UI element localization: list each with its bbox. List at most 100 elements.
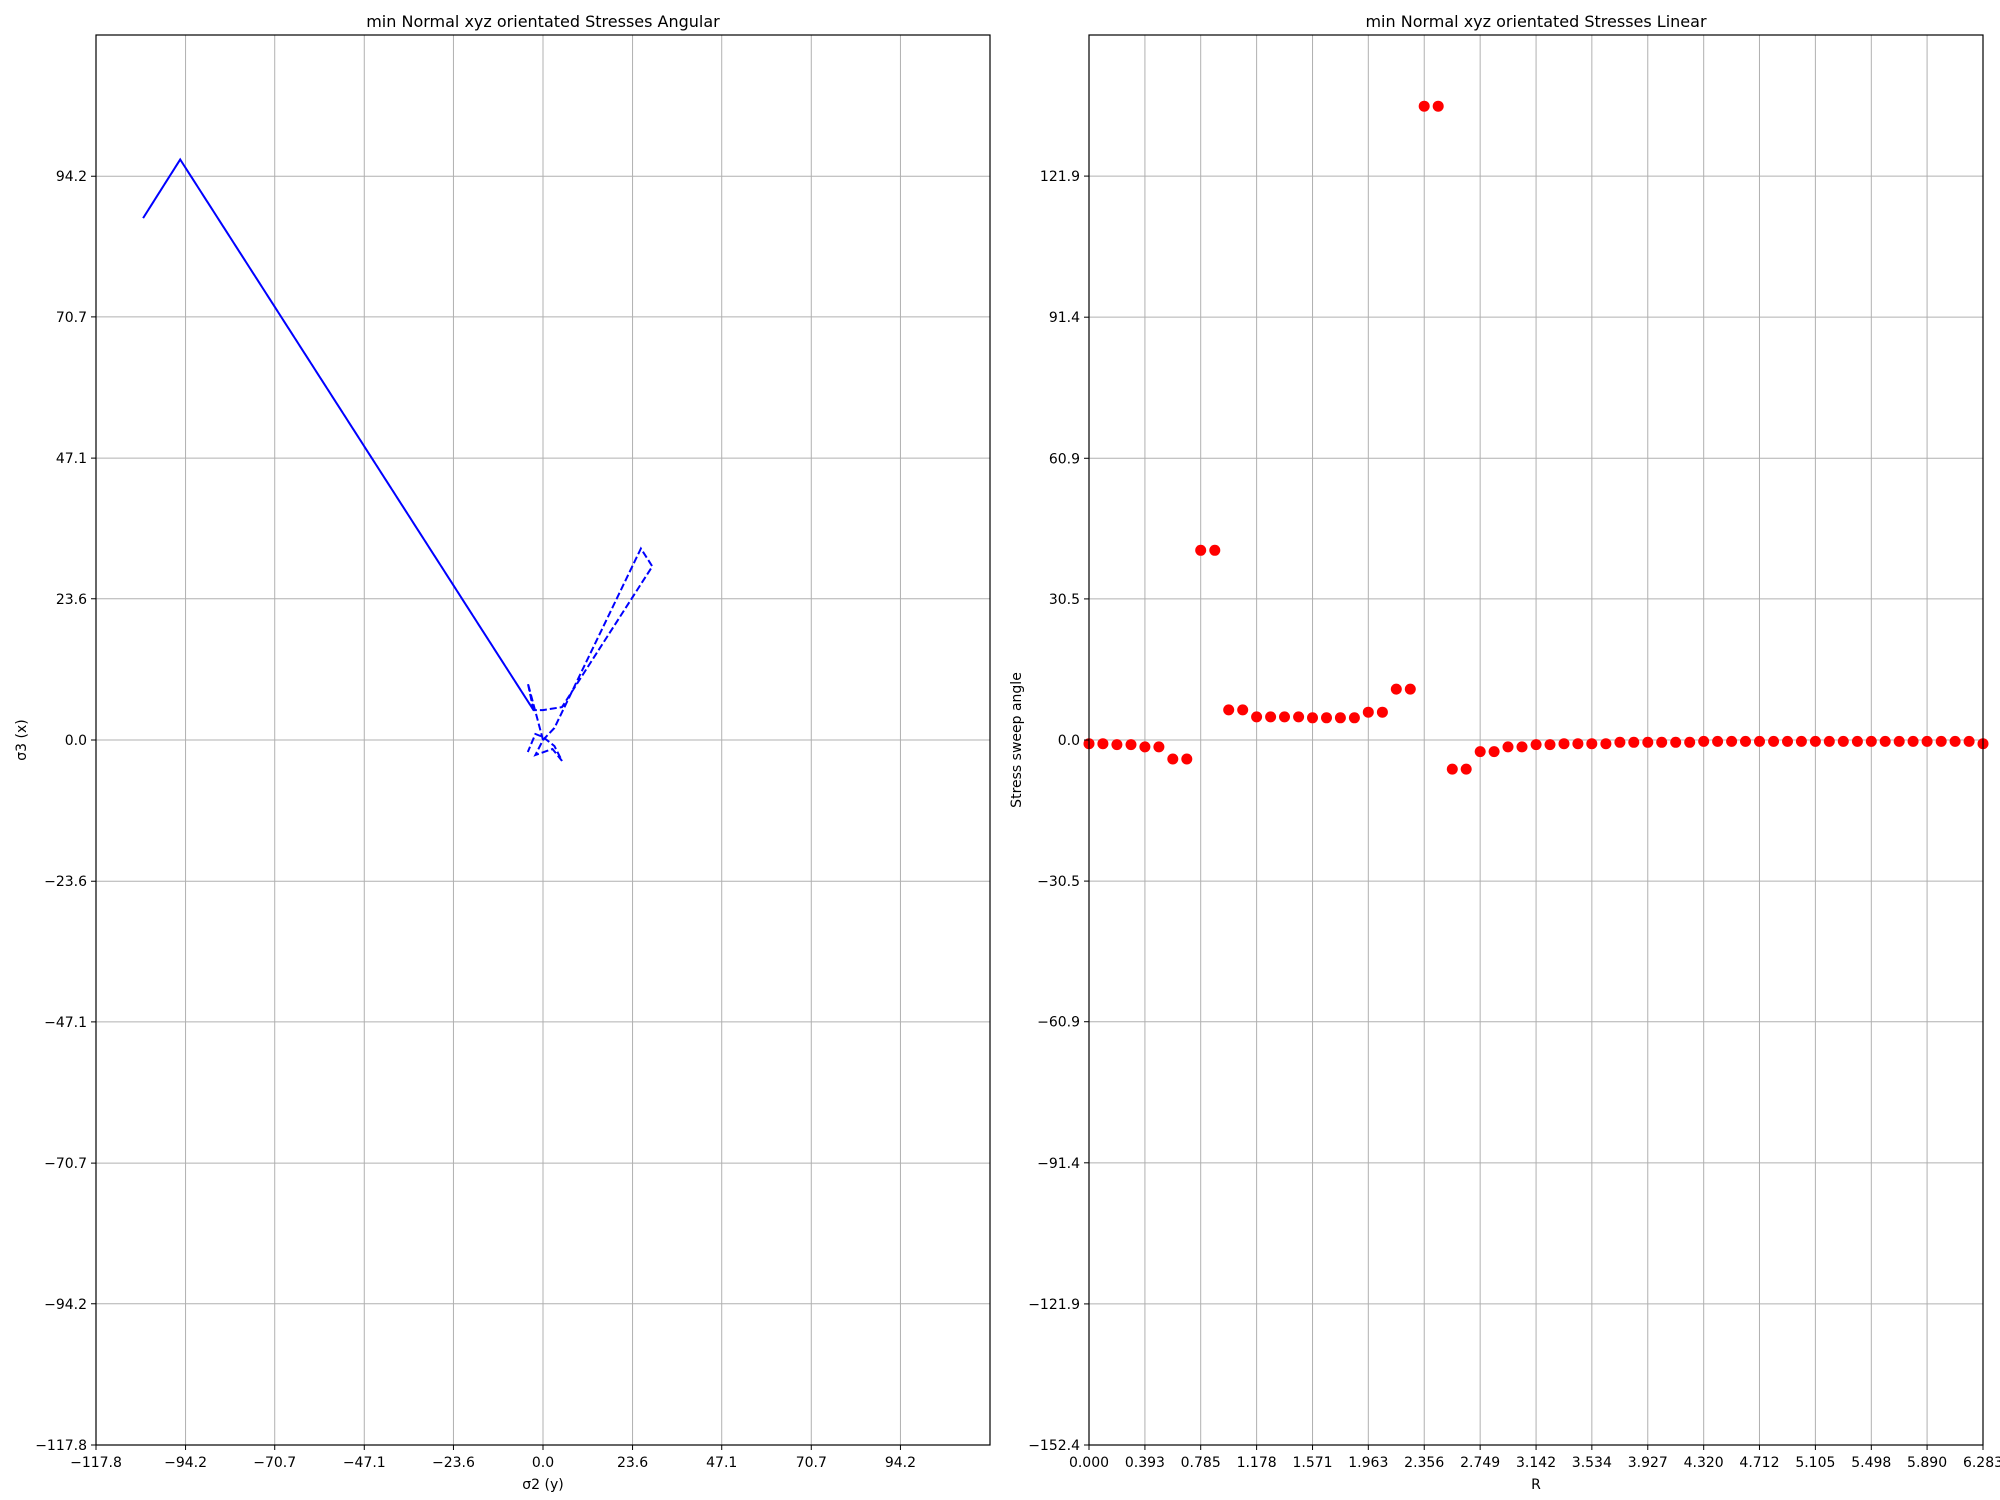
linear-x-tick-label: 3.534 — [1572, 1455, 1612, 1471]
linear-data-point — [1963, 735, 1975, 747]
linear-chart-y-ticks: −152.4 −121.9 −91.4 −60.9 −30.5 0.0 30.5 60.9 91… — [1028, 169, 1089, 1454]
linear-data-point — [1348, 712, 1360, 724]
angular-x-tick-label: 0.0 — [532, 1455, 554, 1471]
angular-chart-title: min Normal xyz orientated Stresses Angul… — [366, 12, 720, 31]
angular-y-tick-label: 94.2 — [56, 169, 87, 185]
linear-data-point — [1544, 739, 1556, 751]
linear-data-point — [1614, 736, 1626, 748]
linear-data-point — [1418, 100, 1430, 112]
linear-data-point — [1321, 712, 1332, 724]
angular-chart-y-label: σ3 (x) — [14, 719, 30, 760]
linear-chart: min Normal xyz orientated Stresses Linea… — [1009, 12, 2000, 1493]
linear-data-point — [1293, 711, 1305, 723]
linear-data-point — [1181, 753, 1193, 765]
linear-data-point — [1740, 735, 1751, 747]
linear-data-point — [1153, 741, 1165, 753]
angular-y-tick-label: −23.6 — [44, 874, 87, 890]
linear-data-point — [1628, 736, 1640, 748]
linear-data-point — [1921, 735, 1933, 747]
linear-data-point — [1125, 739, 1137, 751]
linear-data-point — [1209, 544, 1221, 556]
linear-y-tick-label: 121.9 — [1040, 169, 1080, 185]
linear-y-tick-label: −152.4 — [1028, 1438, 1080, 1454]
linear-data-point — [1907, 735, 1919, 747]
linear-x-tick-label: 5.890 — [1907, 1455, 1947, 1471]
linear-x-tick-label: 0.000 — [1069, 1455, 1109, 1471]
angular-y-tick-label: 23.6 — [56, 592, 87, 608]
linear-data-point — [1712, 735, 1724, 747]
linear-chart-plot-area — [1083, 100, 1989, 775]
angular-series-line — [142, 157, 654, 762]
linear-data-point — [1642, 736, 1654, 748]
linear-y-tick-label: −121.9 — [1028, 1297, 1080, 1313]
linear-data-point — [1684, 736, 1696, 748]
linear-chart-y-label: Stress sweep angle — [1009, 672, 1025, 808]
linear-data-point — [1111, 739, 1123, 751]
linear-x-tick-label: 1.963 — [1348, 1455, 1388, 1471]
linear-y-tick-label: −30.5 — [1037, 874, 1080, 890]
angular-y-tick-label: 0.0 — [65, 733, 87, 749]
linear-x-tick-label: 5.498 — [1851, 1455, 1891, 1471]
linear-data-point — [1698, 735, 1710, 747]
angular-x-tick-label: −23.6 — [432, 1455, 475, 1471]
linear-x-tick-label: 2.356 — [1404, 1455, 1444, 1471]
linear-data-point — [1516, 741, 1528, 753]
linear-data-point — [1782, 735, 1793, 747]
angular-y-tick-label: 70.7 — [56, 310, 87, 326]
linear-data-point — [1879, 735, 1891, 747]
linear-data-point — [1460, 763, 1472, 775]
linear-data-point — [1586, 738, 1598, 750]
angular-x-tick-label: −47.1 — [343, 1455, 386, 1471]
angular-x-tick-label: −117.8 — [70, 1455, 122, 1471]
linear-data-point — [1251, 711, 1263, 723]
linear-data-point — [1307, 712, 1318, 724]
linear-data-point — [1851, 735, 1863, 747]
linear-chart-x-ticks: 0.000 0.393 0.785 1.178 1.571 1.963 2.356 2.749… — [1069, 1445, 2000, 1471]
linear-data-point — [1488, 746, 1500, 758]
linear-chart-x-label: R — [1531, 1477, 1541, 1493]
linear-y-tick-label: 91.4 — [1049, 310, 1080, 326]
linear-data-point — [1167, 753, 1179, 765]
linear-data-point — [1223, 704, 1235, 716]
linear-y-tick-label: 30.5 — [1049, 592, 1080, 608]
angular-y-tick-label: −47.1 — [44, 1015, 87, 1031]
linear-data-point — [1558, 738, 1570, 750]
linear-y-tick-label: 0.0 — [1058, 733, 1080, 749]
linear-chart-title: min Normal xyz orientated Stresses Linea… — [1365, 12, 1706, 31]
angular-chart: min Normal xyz orientated Stresses Angul… — [14, 12, 991, 1493]
linear-data-point — [1865, 735, 1877, 747]
linear-data-point — [1139, 741, 1151, 753]
linear-data-point — [1656, 736, 1668, 748]
angular-chart-x-label: σ2 (y) — [522, 1477, 563, 1493]
linear-x-tick-label: 1.571 — [1292, 1455, 1332, 1471]
angular-x-tick-label: −94.2 — [164, 1455, 207, 1471]
linear-data-point — [1893, 735, 1905, 747]
linear-x-tick-label: 4.712 — [1739, 1455, 1779, 1471]
linear-data-point — [1795, 735, 1807, 747]
linear-y-tick-label: 60.9 — [1049, 451, 1080, 467]
linear-x-tick-label: 6.283 — [1963, 1455, 2000, 1471]
linear-data-point — [1768, 735, 1780, 747]
linear-x-tick-label: 5.105 — [1795, 1455, 1835, 1471]
linear-data-point — [1279, 711, 1290, 723]
linear-x-tick-label: 4.320 — [1684, 1455, 1724, 1471]
linear-data-point — [1265, 711, 1277, 723]
linear-data-point — [1404, 683, 1416, 695]
linear-data-point — [1809, 735, 1821, 747]
linear-data-point — [1754, 735, 1765, 747]
linear-data-point — [1949, 735, 1961, 747]
angular-y-tick-label: 47.1 — [56, 451, 87, 467]
linear-data-point — [1837, 735, 1849, 747]
linear-x-tick-label: 0.393 — [1125, 1455, 1165, 1471]
linear-data-point — [1376, 706, 1388, 718]
angular-y-tick-label: −70.7 — [44, 1156, 87, 1172]
linear-data-point — [1195, 544, 1207, 556]
linear-data-point — [1530, 739, 1542, 751]
linear-data-point — [1823, 735, 1835, 747]
angular-chart-x-ticks: −117.8 −94.2 −70.7 −47.1 −23.6 0.0 23.6 47.1 70.… — [70, 1445, 916, 1471]
linear-data-point — [1726, 735, 1738, 747]
linear-data-point — [1237, 704, 1249, 716]
linear-data-point — [1390, 683, 1402, 695]
linear-data-point — [1572, 738, 1584, 750]
linear-x-tick-label: 2.749 — [1460, 1455, 1500, 1471]
